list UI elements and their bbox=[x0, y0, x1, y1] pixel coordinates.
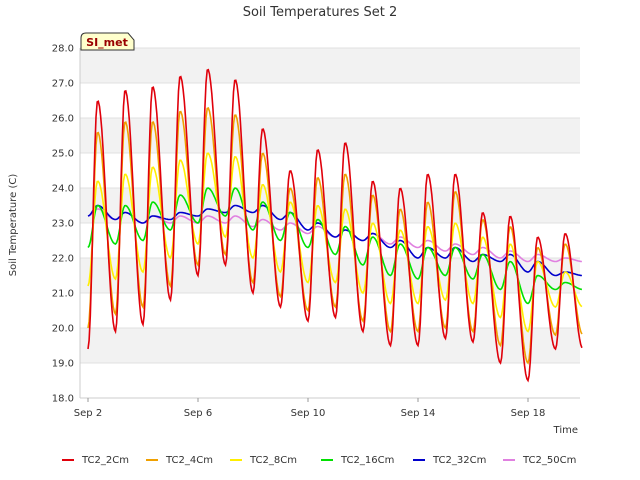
series-line-tc2_32cm bbox=[87, 204, 582, 277]
legend-item[interactable]: TC2_2Cm bbox=[62, 448, 129, 472]
series-line-tc2_4cm bbox=[87, 106, 583, 365]
legend-label: TC2_4Cm bbox=[166, 454, 213, 466]
background-band bbox=[80, 48, 580, 83]
series-line-tc2_16cm bbox=[87, 187, 583, 305]
legend-swatch bbox=[62, 459, 74, 461]
y-axis-label: Soil Temperature (C) bbox=[8, 174, 19, 277]
legend-swatch bbox=[146, 459, 158, 461]
y-tick-label: 23.0 bbox=[52, 219, 74, 230]
x-tick-label: Sep 10 bbox=[291, 408, 326, 419]
legend-item[interactable]: TC2_32Cm bbox=[413, 448, 486, 472]
x-tick-label: Sep 18 bbox=[511, 408, 546, 419]
background-band bbox=[80, 223, 580, 258]
x-tick-label: Sep 14 bbox=[401, 408, 436, 419]
background-band bbox=[80, 188, 580, 223]
annotation-box bbox=[80, 32, 135, 51]
x-tick-labels: Sep 2 Sep 6 Sep 10 Sep 14 Sep 18 bbox=[74, 408, 546, 419]
y-tick-label: 22.0 bbox=[52, 254, 74, 265]
chart-title: Soil Temperatures Set 2 bbox=[243, 5, 398, 20]
legend-item[interactable]: TC2_16Cm bbox=[321, 448, 394, 472]
legend-label: TC2_32Cm bbox=[433, 454, 487, 466]
legend-label: TC2_2Cm bbox=[82, 454, 129, 466]
series-line-tc2_8cm bbox=[87, 152, 583, 333]
axes bbox=[79, 48, 580, 402]
background-band bbox=[80, 118, 580, 153]
background-band bbox=[80, 363, 580, 398]
y-tick-labels: 18.0 19.0 20.0 21.0 22.0 23.0 24.0 25.0 26.0 27.0… bbox=[52, 44, 74, 405]
y-tick-label: 26.0 bbox=[52, 114, 74, 125]
legend-swatch bbox=[321, 459, 333, 461]
y-tick-label: 20.0 bbox=[52, 324, 74, 335]
y-tick-label: 25.0 bbox=[52, 149, 74, 160]
background-band bbox=[80, 153, 580, 188]
series-lines bbox=[87, 68, 583, 383]
background-band bbox=[80, 328, 580, 363]
legend: TC2_2Cm TC2_4Cm TC2_8Cm TC2_16Cm TC2_32Cm TC2… bbox=[0, 448, 640, 472]
y-tick-label: 18.0 bbox=[52, 394, 74, 405]
series-line-tc2_2cm bbox=[87, 68, 583, 383]
y-tick-label: 27.0 bbox=[52, 79, 74, 90]
legend-swatch bbox=[503, 459, 515, 461]
x-tick-label: Sep 6 bbox=[184, 408, 212, 419]
legend-label: TC2_8Cm bbox=[250, 454, 297, 466]
legend-label: TC2_50Cm bbox=[523, 454, 577, 466]
site-annotation: SI_met bbox=[80, 32, 135, 51]
background-band bbox=[80, 83, 580, 118]
legend-swatch bbox=[230, 459, 242, 461]
y-tick-label: 28.0 bbox=[52, 44, 74, 55]
legend-item[interactable]: TC2_50Cm bbox=[503, 448, 576, 472]
y-tick-label: 24.0 bbox=[52, 184, 74, 195]
annotation-label: SI_met bbox=[86, 36, 128, 49]
legend-label: TC2_16Cm bbox=[341, 454, 395, 466]
y-tick-label: 19.0 bbox=[52, 359, 74, 370]
legend-swatch bbox=[413, 459, 425, 461]
y-tick-label: 21.0 bbox=[52, 289, 74, 300]
x-axis-label: Time bbox=[553, 425, 578, 436]
x-tick-label: Sep 2 bbox=[74, 408, 102, 419]
legend-item[interactable]: TC2_8Cm bbox=[230, 448, 297, 472]
legend-item[interactable]: TC2_4Cm bbox=[146, 448, 213, 472]
